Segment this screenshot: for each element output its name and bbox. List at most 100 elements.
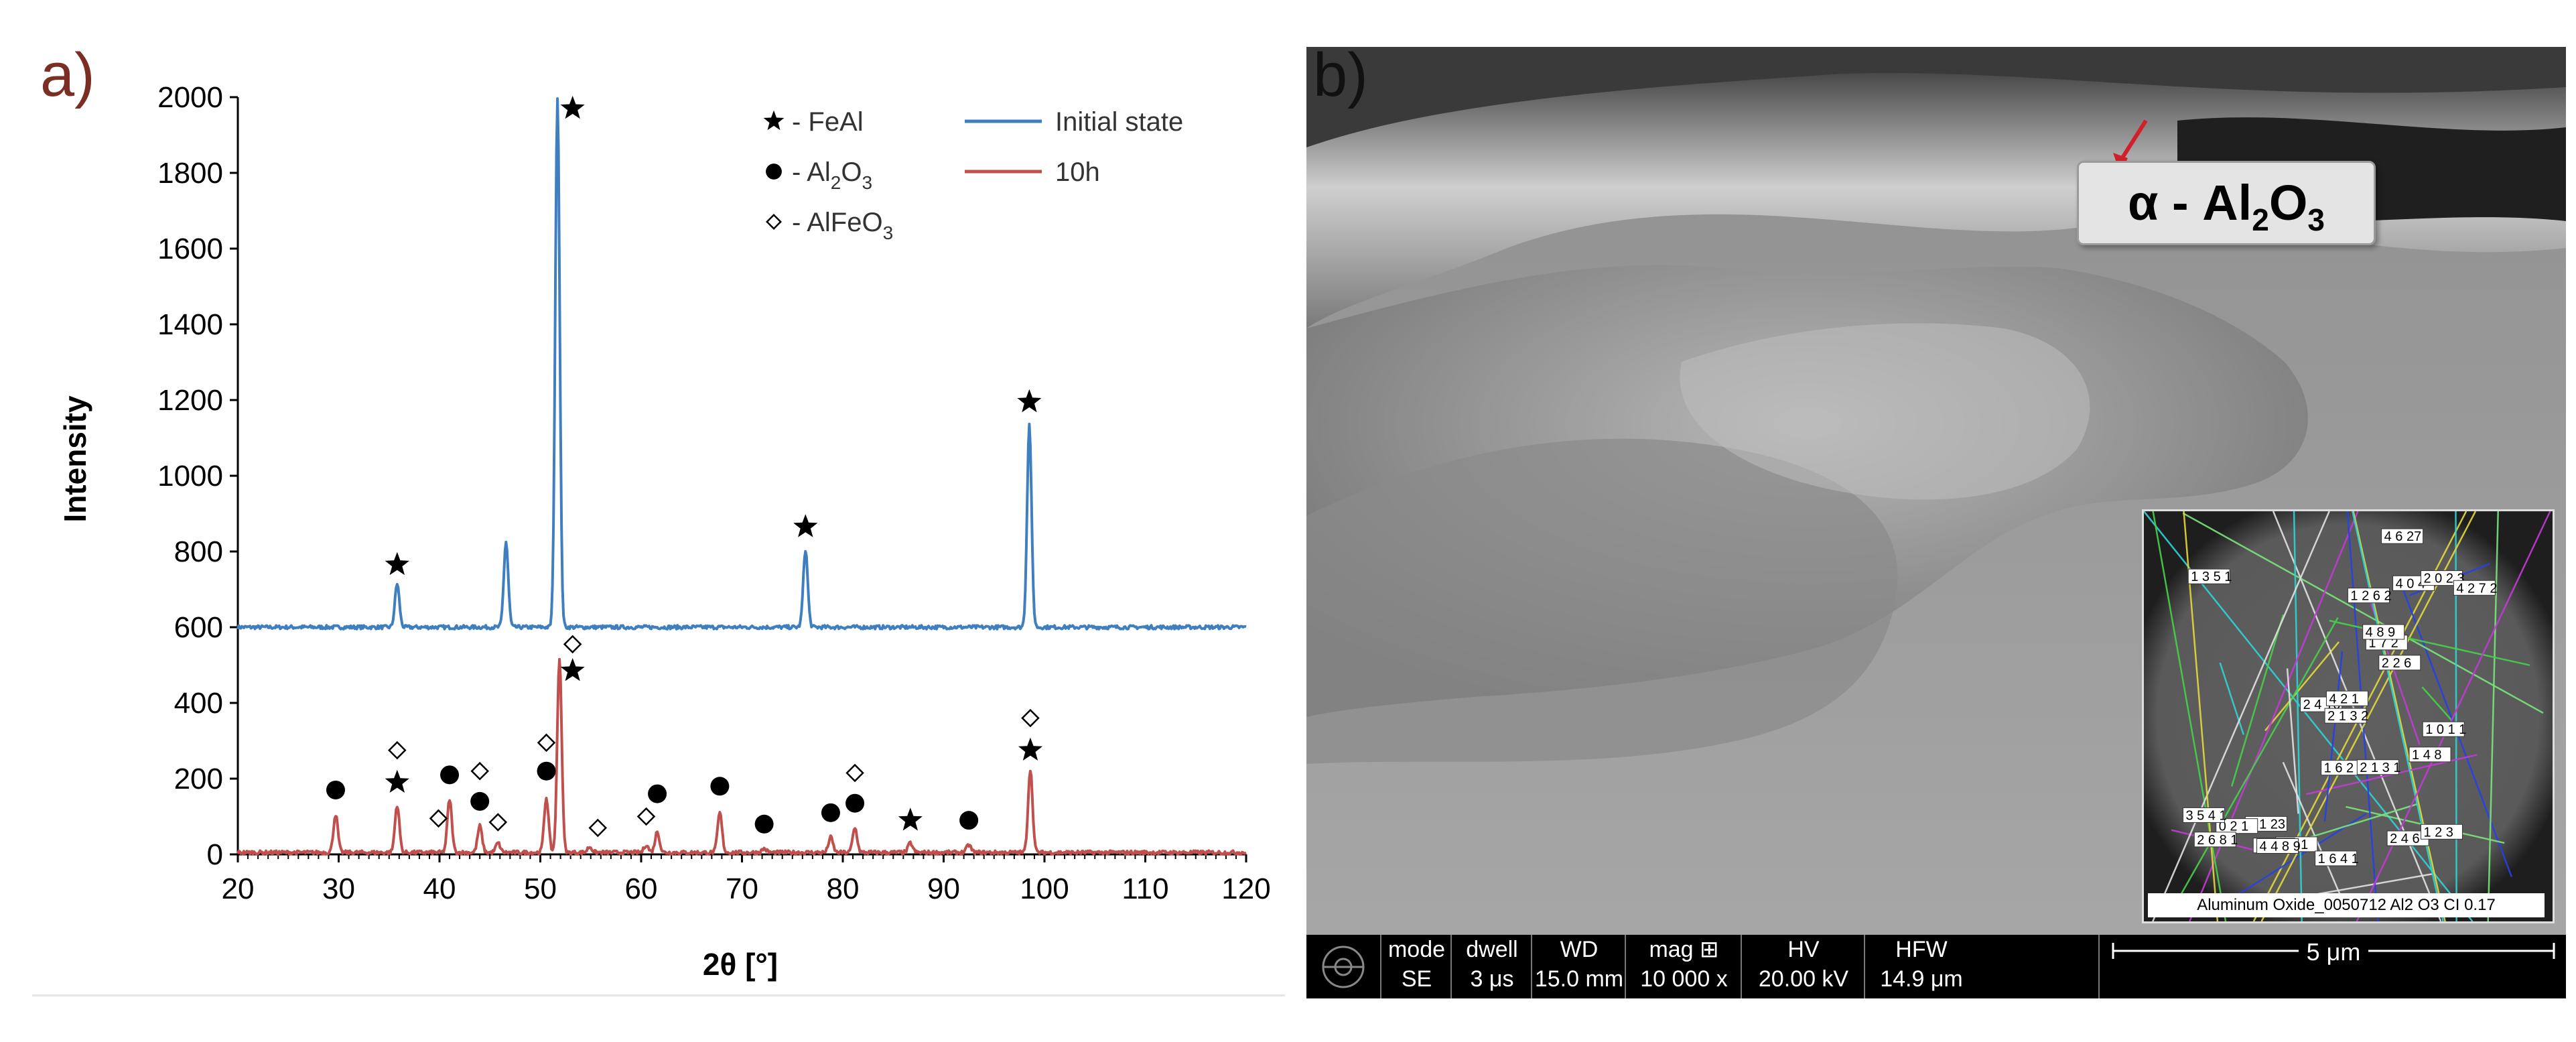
zone-label-box (2193, 832, 2236, 848)
zone-label: 1 3 5 1 (2191, 570, 2232, 584)
dot-marker (470, 791, 490, 811)
sem-info-mode: mode SE (1380, 935, 1452, 998)
y-tick-label: 1600 (157, 233, 223, 265)
zone-label: 1 0 1 1 (2425, 722, 2466, 737)
legend-series-label: Initial state (1055, 107, 1183, 137)
sem-info-hfw: HFW 14.9 μm (1864, 935, 1978, 998)
star-marker (898, 807, 923, 831)
zone-label: 4 8 9 (2366, 625, 2395, 640)
star-marker (1017, 389, 1042, 413)
annotation-mid: O (2268, 175, 2308, 231)
diamond-marker (470, 761, 489, 781)
sem-info-header: HFW (1895, 937, 1948, 962)
legend-symbol-label: - Al2O3 (792, 157, 872, 193)
sem-info-bar: mode SE dwell 3 μs WD 15.0 mm mag ⊞ 10 000 x HV 2… (1306, 935, 2566, 998)
y-tick-label: 0 (207, 838, 223, 871)
diamond-marker (845, 763, 864, 783)
diamond-marker (537, 733, 556, 753)
zone-label-box (2256, 838, 2299, 854)
kikuchi-band (2293, 511, 2303, 921)
kikuchi-band (2356, 511, 2551, 921)
zone-label: 2 2 6 (2382, 656, 2411, 671)
zone-label: 1 6 4 1 (2318, 852, 2359, 866)
x-tick-label: 70 (726, 872, 758, 905)
inset-caption: Aluminum Oxide_0050712 Al2 O3 CI 0.17 (2148, 893, 2545, 917)
dot-marker (440, 765, 460, 785)
star-marker (385, 551, 409, 576)
legend-dot-icon (766, 164, 782, 180)
y-tick-label: 200 (174, 763, 223, 795)
series-line-0 (236, 97, 1247, 631)
dot-marker (326, 780, 345, 799)
annotation-text: α - Al (2127, 175, 2252, 231)
panel-b-label: b) (1313, 41, 1368, 109)
annotation-sub1: 2 (2252, 202, 2269, 237)
zone-label-box (2381, 528, 2424, 544)
zone-label: 2 1 3 2 (2327, 709, 2368, 724)
star-marker (385, 769, 409, 793)
x-tick-label: 20 (222, 872, 255, 905)
legend-symbol-label: - AlFeO3 (792, 208, 893, 243)
dot-marker (845, 793, 865, 813)
sem-info-wd: WD 15.0 mm (1531, 935, 1626, 998)
xrd-chart-panel: 0 200 400 600 800 1000 1200 1400 1600 1800 2000 20 3… (32, 81, 1285, 996)
sem-info-value: 3 μs (1470, 966, 1514, 992)
x-tick-label: 100 (1020, 872, 1069, 905)
zone-label-box (2324, 708, 2367, 724)
zone-label: 4 4 8 9 (2260, 839, 2301, 854)
ebsd-pattern-inset: 4 6 272 4 162 1 231 4 84 2 12 4 60 1 10 … (2142, 509, 2555, 923)
fei-logo-icon (1322, 946, 1365, 988)
zone-label-box (2362, 624, 2405, 640)
dot-marker (959, 811, 979, 830)
zone-label: 3 5 4 1 (2185, 808, 2226, 823)
y-tick-label: 1800 (157, 157, 223, 190)
diamond-marker (636, 807, 656, 826)
kikuchi-band (2230, 614, 2285, 787)
sem-info-value: SE (1401, 966, 1432, 992)
zone-label: 0 2 1 (2219, 820, 2248, 834)
y-tick-label: 400 (174, 687, 223, 720)
kikuchi-band (2352, 511, 2444, 921)
dot-marker (821, 803, 840, 822)
diamond-marker (488, 813, 508, 832)
alpha-alumina-annotation: α - Al2O3 (2077, 161, 2376, 245)
phase-markers (326, 96, 1042, 838)
xrd-chart: 0 200 400 600 800 1000 1200 1400 1600 1800 2000 20 3… (58, 81, 1271, 982)
sem-info-dwell: dwell 3 μs (1450, 935, 1532, 998)
panel-a-label: a) (40, 41, 95, 109)
kikuchi-band (2487, 511, 2499, 921)
y-tick-label: 600 (174, 611, 223, 644)
annotation-sub2: 3 (2307, 202, 2325, 237)
fei-logo (1306, 935, 1380, 998)
kikuchi-band (2219, 662, 2244, 735)
y-tick-label: 1200 (157, 384, 223, 417)
kikuchi-band (2152, 511, 2330, 921)
diamond-marker (1021, 708, 1040, 728)
zone-label-box (2420, 824, 2463, 840)
kikuchi-band (2232, 813, 2367, 899)
zone-label: 1 2 3 (2423, 825, 2453, 840)
zone-label-box (2420, 570, 2463, 586)
star-marker (560, 96, 585, 119)
zone-label: 4 2 7 2 (2456, 581, 2497, 596)
y-tick-label: 1000 (157, 460, 223, 493)
zone-label: 1 2 6 2 (2350, 589, 2391, 604)
dot-marker (710, 777, 730, 796)
diamond-marker (563, 635, 582, 654)
zone-label: 1 6 2 3 (2324, 761, 2365, 776)
kikuchi-band (2182, 512, 2544, 714)
legend-symbol-label: - FeAl (792, 107, 864, 137)
diamond-marker (388, 740, 407, 760)
sem-info-header: WD (1560, 937, 1599, 962)
sem-info-value: 15.0 mm (1534, 966, 1624, 992)
zone-label-box (2409, 746, 2451, 763)
series-line-1 (236, 657, 1247, 856)
x-tick-label: 40 (423, 872, 456, 905)
zone-label: 1 4 8 (2412, 748, 2441, 763)
sem-info-header: dwell (1466, 937, 1518, 962)
y-tick-label: 1400 (157, 308, 223, 341)
kikuchi-band (2352, 511, 2446, 921)
x-axis-label: 2θ [°] (703, 947, 778, 982)
kikuchi-band (2286, 668, 2299, 814)
diamond-marker (429, 809, 448, 828)
